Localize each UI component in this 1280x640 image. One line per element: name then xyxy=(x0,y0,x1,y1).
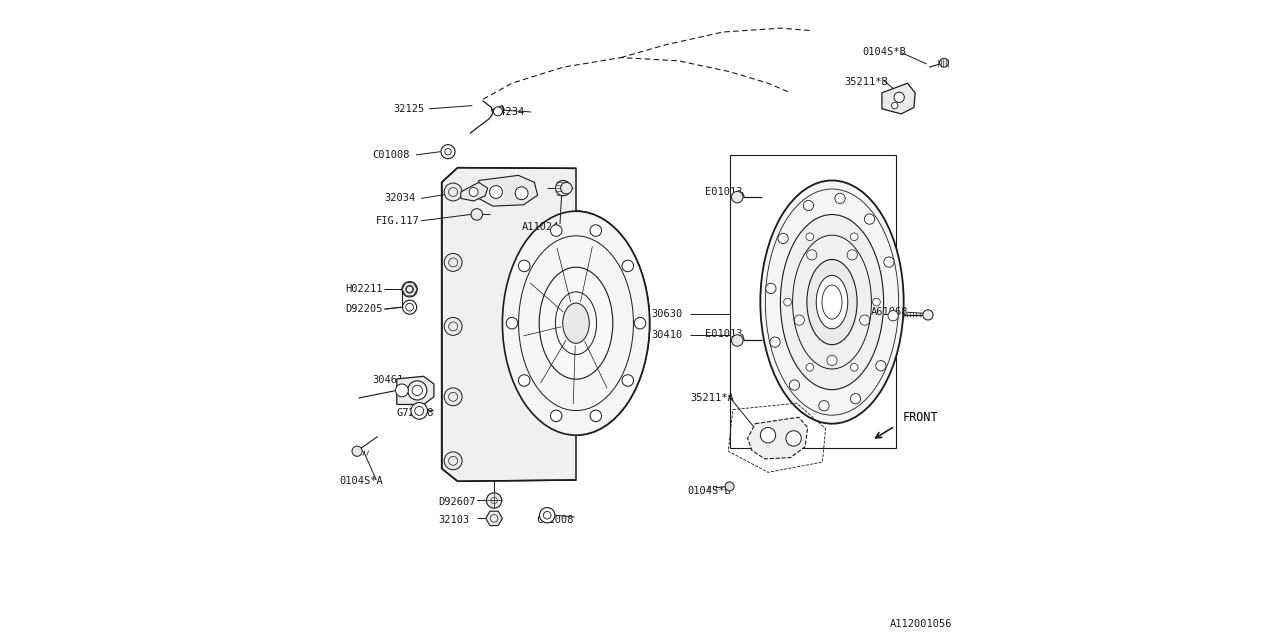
Circle shape xyxy=(352,446,362,456)
Circle shape xyxy=(550,225,562,236)
Circle shape xyxy=(396,384,408,397)
Text: 32034: 32034 xyxy=(384,193,415,204)
Ellipse shape xyxy=(563,303,589,343)
Circle shape xyxy=(518,260,530,272)
Text: FIG.117: FIG.117 xyxy=(376,216,420,226)
Text: E01013: E01013 xyxy=(705,329,742,339)
Circle shape xyxy=(622,374,634,386)
Text: 0104S*A: 0104S*A xyxy=(339,476,383,486)
Circle shape xyxy=(732,191,742,203)
Text: FRONT: FRONT xyxy=(902,411,938,424)
Text: A112001056: A112001056 xyxy=(890,619,952,629)
Circle shape xyxy=(440,145,456,159)
Circle shape xyxy=(819,401,829,411)
Text: A61068: A61068 xyxy=(870,307,908,317)
Text: D92205: D92205 xyxy=(346,304,383,314)
Circle shape xyxy=(940,58,948,67)
Circle shape xyxy=(760,428,776,443)
Circle shape xyxy=(804,200,814,211)
Circle shape xyxy=(923,310,933,320)
Text: G72808: G72808 xyxy=(397,408,434,418)
Circle shape xyxy=(516,187,529,200)
Text: C01008: C01008 xyxy=(372,150,410,160)
Polygon shape xyxy=(402,283,417,296)
Ellipse shape xyxy=(781,214,883,390)
Circle shape xyxy=(540,508,556,523)
Text: 35211*B: 35211*B xyxy=(845,77,888,87)
Ellipse shape xyxy=(806,260,858,344)
Circle shape xyxy=(490,186,502,198)
Text: 35211*A: 35211*A xyxy=(690,393,733,403)
Circle shape xyxy=(765,284,776,294)
Circle shape xyxy=(778,234,788,244)
Circle shape xyxy=(850,233,858,241)
Text: E01013: E01013 xyxy=(705,187,742,197)
Circle shape xyxy=(444,253,462,271)
Circle shape xyxy=(850,364,858,371)
Circle shape xyxy=(402,282,417,297)
Circle shape xyxy=(806,364,814,371)
Circle shape xyxy=(635,317,646,329)
Circle shape xyxy=(556,180,571,196)
Circle shape xyxy=(732,335,742,346)
Text: C01008: C01008 xyxy=(536,515,573,525)
Circle shape xyxy=(873,298,881,306)
Polygon shape xyxy=(461,182,488,201)
Ellipse shape xyxy=(502,211,650,435)
Circle shape xyxy=(724,482,735,491)
Ellipse shape xyxy=(502,211,650,435)
Text: D92607: D92607 xyxy=(438,497,476,508)
Text: A11024: A11024 xyxy=(522,221,559,232)
Circle shape xyxy=(506,317,517,329)
Circle shape xyxy=(590,225,602,236)
Circle shape xyxy=(411,403,428,419)
Circle shape xyxy=(471,209,483,220)
Circle shape xyxy=(494,107,503,116)
Text: 0104S*B: 0104S*B xyxy=(687,486,731,496)
Text: 30410: 30410 xyxy=(652,330,682,340)
Circle shape xyxy=(444,317,462,335)
Text: 0104S*B: 0104S*B xyxy=(863,47,906,58)
Text: 24234: 24234 xyxy=(493,107,524,117)
Polygon shape xyxy=(882,83,915,114)
Circle shape xyxy=(850,394,860,404)
Circle shape xyxy=(486,493,502,508)
Ellipse shape xyxy=(760,180,904,424)
Text: 32125: 32125 xyxy=(394,104,425,114)
Text: 32103: 32103 xyxy=(438,515,470,525)
Circle shape xyxy=(895,92,905,102)
Circle shape xyxy=(888,310,899,321)
Circle shape xyxy=(590,410,602,422)
Circle shape xyxy=(786,431,801,446)
Circle shape xyxy=(468,188,479,196)
Circle shape xyxy=(402,300,417,314)
Circle shape xyxy=(444,452,462,470)
Circle shape xyxy=(835,193,845,204)
Polygon shape xyxy=(397,376,434,404)
Circle shape xyxy=(790,380,800,390)
Ellipse shape xyxy=(817,275,847,329)
Polygon shape xyxy=(486,511,503,525)
Circle shape xyxy=(407,381,428,400)
Circle shape xyxy=(891,102,899,109)
Text: H02211: H02211 xyxy=(346,284,383,294)
Circle shape xyxy=(622,260,634,272)
Circle shape xyxy=(771,337,781,348)
Circle shape xyxy=(561,182,572,194)
Polygon shape xyxy=(442,168,576,481)
Circle shape xyxy=(806,233,814,241)
Polygon shape xyxy=(748,417,808,459)
Circle shape xyxy=(883,257,893,267)
Circle shape xyxy=(444,388,462,406)
Text: 30461: 30461 xyxy=(372,375,403,385)
Polygon shape xyxy=(479,175,538,206)
Circle shape xyxy=(518,374,530,386)
Circle shape xyxy=(783,298,791,306)
Circle shape xyxy=(444,183,462,201)
Ellipse shape xyxy=(539,268,613,379)
Text: 30630: 30630 xyxy=(652,308,682,319)
Circle shape xyxy=(864,214,874,224)
Circle shape xyxy=(876,360,886,371)
Circle shape xyxy=(550,410,562,422)
